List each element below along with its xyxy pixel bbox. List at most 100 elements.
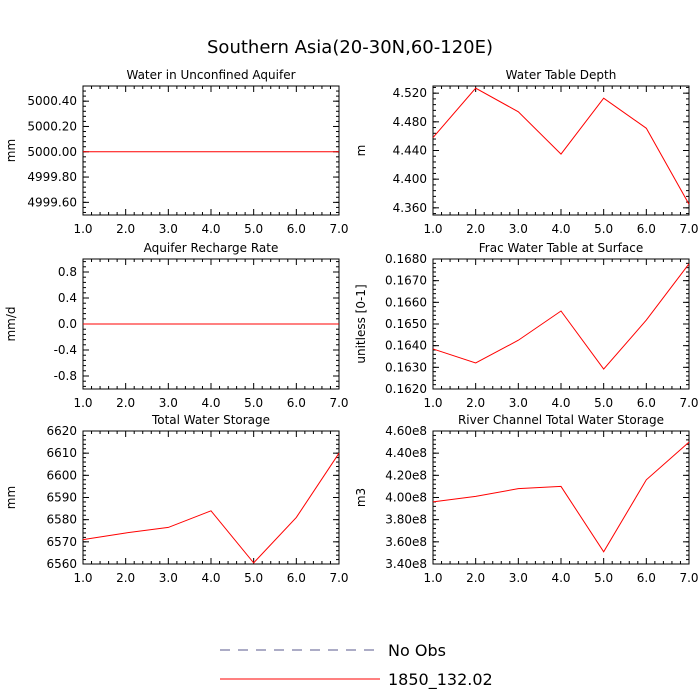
y-tick-label: 0.8 <box>58 265 77 279</box>
y-tick-label: 5000.40 <box>27 94 77 108</box>
x-tick-label: 6.0 <box>637 222 656 236</box>
x-tick-label: 5.0 <box>594 396 613 410</box>
chart-title: Water in Unconfined Aquifer <box>126 68 295 82</box>
y-tick-label: 0.1620 <box>385 382 427 396</box>
series-line <box>432 441 690 553</box>
y-tick-label: 3.80e8 <box>385 513 427 527</box>
y-tick-label: 6580 <box>46 513 77 527</box>
y-tick-label: -0.4 <box>54 343 77 357</box>
x-tick-label: 3.0 <box>159 396 178 410</box>
y-tick-label: 4.480 <box>393 115 427 129</box>
y-axis-label: mm <box>4 486 18 509</box>
x-tick-label: 4.0 <box>201 222 220 236</box>
x-tick-label: 3.0 <box>509 396 528 410</box>
x-tick-label: 2.0 <box>466 222 485 236</box>
x-tick-label: 1.0 <box>423 396 442 410</box>
y-tick-label: -0.8 <box>54 369 77 383</box>
y-axis-label: mm/d <box>4 306 18 341</box>
chart-panel: Water in Unconfined Aquifer mm 1.0 2.0 3.0 4.… <box>4 68 349 236</box>
x-tick-label: 2.0 <box>116 222 135 236</box>
y-tick-label: 6570 <box>46 535 77 549</box>
y-tick-label: 6600 <box>46 468 77 482</box>
x-tick-label: 4.0 <box>201 396 220 410</box>
y-tick-label: 4.00e8 <box>385 491 427 505</box>
chart-title: River Channel Total Water Storage <box>458 413 664 427</box>
x-tick-label: 7.0 <box>329 222 348 236</box>
x-tick-label: 3.0 <box>159 222 178 236</box>
y-axis-label: mm <box>4 139 18 162</box>
series-line <box>82 452 340 564</box>
x-tick-label: 5.0 <box>244 222 263 236</box>
y-tick-label: 0.4 <box>58 291 77 305</box>
chart-title: Frac Water Table at Surface <box>479 241 643 255</box>
y-tick-label: 4.40e8 <box>385 446 427 460</box>
legend-label: No Obs <box>388 641 446 660</box>
y-tick-label: 4999.60 <box>27 195 77 209</box>
x-tick-label: 5.0 <box>244 396 263 410</box>
chart-panel: Water Table Depth m 1.0 2.0 3.0 4.0 5.0 6.0 7.0 4… <box>354 68 699 236</box>
figure-title: Southern Asia(20-30N,60-120E) <box>207 37 493 58</box>
x-tick-label: 7.0 <box>679 222 698 236</box>
y-axis-label: m3 <box>354 488 368 507</box>
y-tick-label: 0.1670 <box>385 274 427 288</box>
x-tick-label: 6.0 <box>287 571 306 585</box>
y-tick-label: 0.1650 <box>385 317 427 331</box>
y-tick-label: 0.1680 <box>385 252 427 266</box>
x-tick-label: 1.0 <box>423 571 442 585</box>
y-tick-label: 4.520 <box>393 86 427 100</box>
x-tick-label: 2.0 <box>466 571 485 585</box>
y-axis-label: m <box>354 145 368 157</box>
panels: Water in Unconfined Aquifer mm 1.0 2.0 3.0 4.… <box>4 68 699 585</box>
x-tick-label: 6.0 <box>637 396 656 410</box>
x-tick-label: 4.0 <box>551 571 570 585</box>
y-tick-label: 3.40e8 <box>385 557 427 571</box>
chart-panel: River Channel Total Water Storage m3 1.0 2.… <box>354 413 699 585</box>
legend-label: 1850_132.02 <box>388 670 493 690</box>
x-tick-label: 7.0 <box>329 396 348 410</box>
y-tick-label: 6620 <box>46 424 77 438</box>
series-line <box>432 87 690 205</box>
x-tick-label: 4.0 <box>551 222 570 236</box>
x-tick-label: 6.0 <box>287 396 306 410</box>
y-tick-label: 4999.80 <box>27 170 77 184</box>
x-tick-label: 6.0 <box>287 222 306 236</box>
x-tick-label: 2.0 <box>116 396 135 410</box>
x-tick-label: 5.0 <box>594 571 613 585</box>
x-tick-label: 1.0 <box>423 222 442 236</box>
x-tick-label: 4.0 <box>551 396 570 410</box>
series-line <box>432 263 690 370</box>
x-tick-label: 3.0 <box>159 571 178 585</box>
x-tick-label: 7.0 <box>329 571 348 585</box>
x-tick-label: 3.0 <box>509 222 528 236</box>
x-tick-label: 6.0 <box>637 571 656 585</box>
chart-title: Water Table Depth <box>506 68 617 82</box>
chart-panel: Total Water Storage mm 1.0 2.0 3.0 4.0 5.0 6.0 7… <box>4 413 349 585</box>
y-tick-label: 4.400 <box>393 172 427 186</box>
y-axis-label: unitless [0-1] <box>354 284 368 363</box>
chart-panel: Frac Water Table at Surface unitless [0-1… <box>354 241 699 410</box>
x-tick-label: 7.0 <box>679 396 698 410</box>
x-tick-label: 3.0 <box>509 571 528 585</box>
x-tick-label: 1.0 <box>73 571 92 585</box>
chart-panel: Aquifer Recharge Rate mm/d 1.0 2.0 3.0 4.0 5.0… <box>4 241 349 410</box>
x-tick-label: 5.0 <box>244 571 263 585</box>
x-tick-label: 2.0 <box>116 571 135 585</box>
y-tick-label: 4.440 <box>393 144 427 158</box>
x-tick-label: 1.0 <box>73 222 92 236</box>
y-tick-label: 3.60e8 <box>385 535 427 549</box>
chart-title: Total Water Storage <box>151 413 270 427</box>
y-tick-label: 0.0 <box>58 317 77 331</box>
y-tick-label: 4.60e8 <box>385 424 427 438</box>
y-tick-label: 6560 <box>46 557 77 571</box>
y-tick-label: 6610 <box>46 446 77 460</box>
y-tick-label: 5000.00 <box>27 145 77 159</box>
y-tick-label: 4.20e8 <box>385 468 427 482</box>
y-tick-label: 0.1640 <box>385 339 427 353</box>
y-tick-label: 4.360 <box>393 201 427 215</box>
legend: No Obs 1850_132.02 <box>220 641 493 690</box>
x-tick-label: 7.0 <box>679 571 698 585</box>
y-tick-label: 0.1630 <box>385 360 427 374</box>
y-tick-label: 0.1660 <box>385 295 427 309</box>
